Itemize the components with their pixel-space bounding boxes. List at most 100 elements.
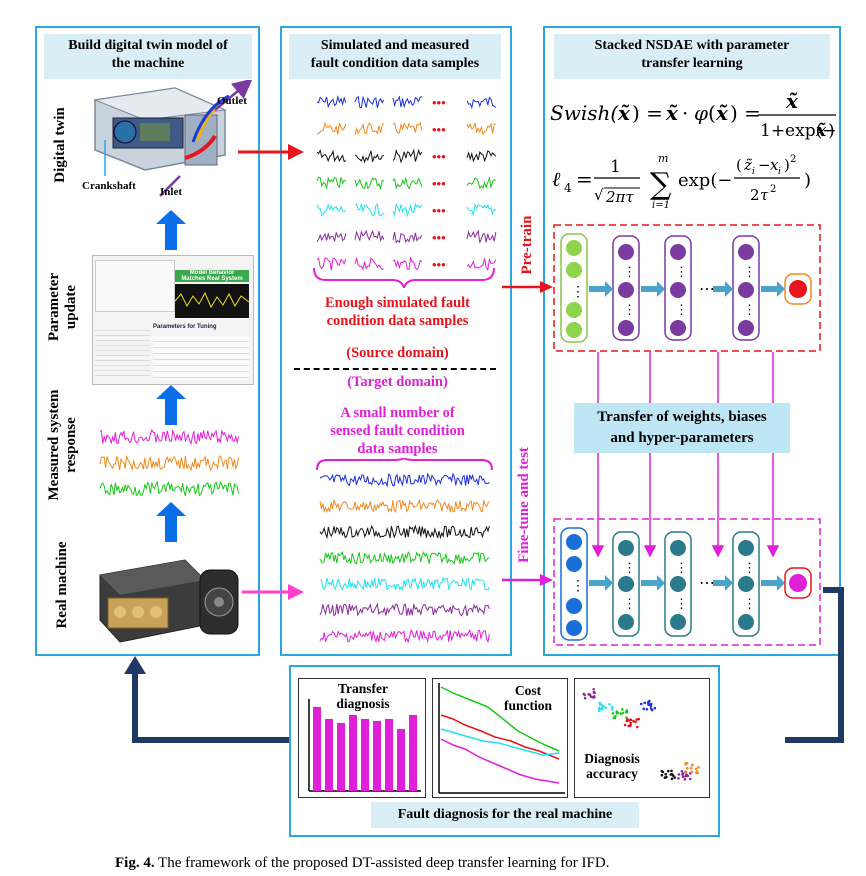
pretrain-hidden-2: ⋮ ⋮	[664, 235, 692, 341]
simulated-signals-grid: ••• ••• ••• ••• ••• ••• •••	[313, 94, 497, 288]
right-title-line2: transfer learning	[641, 56, 743, 71]
accuracy-point	[610, 705, 614, 709]
ellipsis: •••	[432, 257, 446, 272]
measured-signal	[319, 472, 490, 488]
svg-text:4: 4	[564, 181, 572, 195]
dt-inlet-label: Inlet	[160, 186, 182, 198]
simulated-signal	[316, 257, 347, 271]
accuracy-point	[680, 769, 684, 773]
accuracy-point	[582, 692, 586, 696]
figure-caption: Fig. 4. The framework of the proposed DT…	[115, 855, 755, 872]
chart1-title-line2: diagnosis	[336, 696, 390, 711]
accuracy-point	[619, 712, 622, 715]
finetune-hidden-2: ⋮ ⋮	[664, 531, 692, 637]
response-signal	[99, 480, 240, 497]
accuracy-point	[634, 720, 637, 724]
svg-text:τ: τ	[760, 186, 769, 204]
svg-text:1+exp(−: 1+exp(−	[760, 121, 836, 141]
accuracy-point	[592, 688, 595, 691]
ellipsis: •••	[432, 149, 446, 164]
svg-text:i=1: i=1	[652, 200, 670, 211]
svg-text:exp(−: exp(−	[678, 170, 732, 191]
accuracy-point	[670, 773, 674, 776]
svg-text:x: x	[770, 156, 779, 174]
simulated-signal	[466, 203, 497, 216]
diagnosis-bar	[397, 729, 405, 791]
simulated-signal	[392, 202, 423, 218]
swish-formula: Swish( x̃ ) = x̃ · φ ( x̃ ) = x̃ 1+exp(−…	[548, 86, 838, 142]
svg-text:): )	[804, 170, 811, 191]
accuracy-point	[686, 766, 689, 770]
svg-text:2: 2	[770, 184, 776, 195]
accuracy-point	[642, 707, 645, 711]
svg-text:1: 1	[610, 157, 621, 177]
measured-signal	[319, 576, 490, 592]
accuracy-point	[664, 772, 667, 776]
simulated-signal	[354, 122, 385, 136]
measured-signal	[319, 628, 490, 644]
accuracy-point	[653, 706, 657, 710]
chart2-title: Cost function	[493, 683, 563, 713]
svg-text:): )	[784, 156, 790, 174]
accuracy-point	[629, 721, 632, 725]
svg-text:) =: ) =	[632, 101, 663, 125]
diagnosis-bar	[325, 719, 333, 791]
accuracy-point	[683, 778, 687, 781]
diagnosis-bar	[409, 715, 417, 791]
chart3-title-line1: Diagnosis	[584, 751, 640, 766]
middle-panel	[280, 26, 512, 656]
svg-text:2πτ: 2πτ	[605, 188, 634, 206]
accuracy-point	[629, 724, 632, 727]
simulated-signal	[392, 121, 423, 134]
accuracy-point	[689, 777, 692, 781]
accuracy-point	[689, 772, 692, 775]
svg-text:∑: ∑	[650, 167, 672, 202]
accuracy-point	[598, 708, 601, 712]
accuracy-point	[649, 707, 653, 710]
svg-text:⋮: ⋮	[675, 560, 688, 575]
svg-text:√: √	[594, 186, 604, 204]
enough-samples-label: Enough simulated fault condition data sa…	[300, 294, 495, 330]
chart2-title-line2: function	[503, 698, 552, 713]
simulated-signal	[466, 176, 496, 190]
accuracy-point	[660, 773, 664, 777]
middle-panel-title: Simulated and measured fault condition d…	[289, 34, 501, 79]
ellipsis: •••	[432, 122, 446, 137]
svg-text:x̃: x̃	[715, 101, 729, 125]
accuracy-point	[635, 718, 638, 721]
svg-text:x̃: x̃	[785, 89, 799, 113]
simulated-signal	[466, 229, 497, 243]
accuracy-point	[645, 708, 649, 711]
svg-text:⋮: ⋮	[623, 264, 636, 279]
accuracy-point	[690, 770, 694, 774]
up-arrow-3	[156, 502, 186, 542]
enough-line1: Enough simulated fault	[324, 295, 471, 311]
svg-text:⋮: ⋮	[623, 302, 636, 317]
caption-text: The framework of the proposed DT-assiste…	[158, 855, 610, 871]
svg-text:=: =	[576, 167, 593, 191]
accuracy-point	[681, 775, 685, 779]
simulated-signal	[466, 96, 497, 110]
simulated-signal	[392, 95, 422, 109]
source-domain-label: (Source domain)	[346, 345, 449, 361]
simulated-signal	[392, 231, 423, 244]
cost-curves	[438, 683, 565, 794]
dt-crankshaft-label: Crankshaft	[82, 180, 136, 192]
accuracy-point	[684, 771, 687, 774]
middle-title-line2: fault condition data samples	[310, 56, 480, 71]
accuracy-scatter	[582, 688, 700, 781]
svg-text:⋯: ⋯	[699, 575, 715, 592]
simulated-signal	[392, 256, 423, 271]
simulated-signal	[354, 202, 385, 217]
simulated-signal	[392, 148, 423, 164]
accuracy-point	[592, 690, 596, 694]
pretrain-hidden-1: ⋮ ⋮	[612, 235, 640, 341]
svg-text:) =: ) =	[730, 101, 761, 125]
svg-text:·: ·	[682, 101, 688, 125]
left-title-line1: Build digital twin model of	[68, 38, 228, 53]
svg-text:⋮: ⋮	[623, 560, 636, 575]
transfer-diagnosis-chart: Transfer diagnosis	[298, 678, 426, 798]
accuracy-point	[604, 706, 607, 709]
accuracy-point	[696, 771, 699, 775]
